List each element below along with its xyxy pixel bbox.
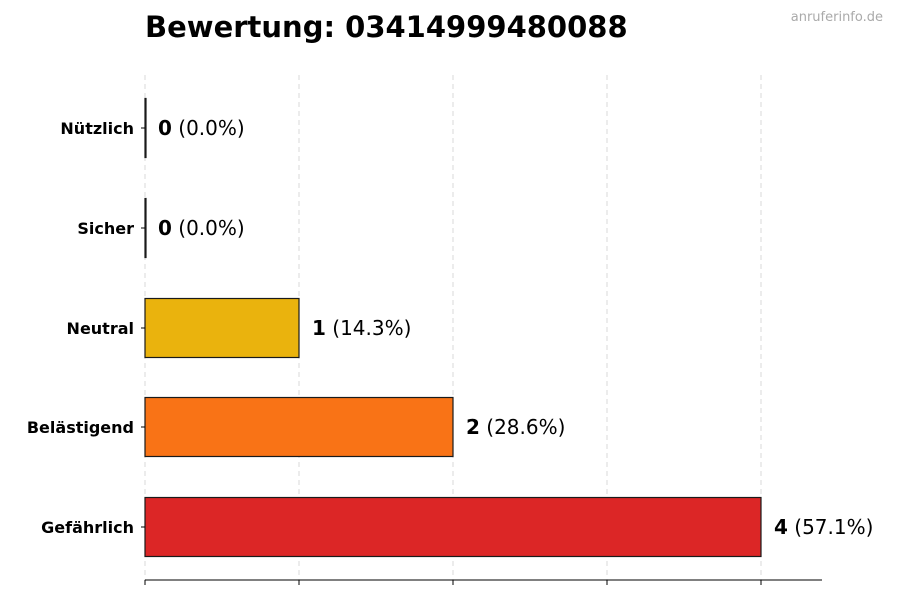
bar [144, 496, 762, 558]
bar [144, 197, 147, 259]
y-axis-label: Nützlich [60, 119, 134, 138]
watermark-text: anruferinfo.de [790, 10, 883, 25]
bar [144, 97, 147, 159]
y-axis-label: Neutral [67, 319, 134, 338]
y-axis-label: Belästigend [27, 418, 134, 437]
chart-title: Bewertung: 03414999480088 [145, 10, 628, 44]
data-label: 4 (57.1%) [774, 515, 873, 539]
data-label: 0 (0.0%) [158, 116, 245, 140]
bar [144, 396, 454, 458]
bar [144, 297, 300, 359]
data-label: 1 (14.3%) [312, 316, 411, 340]
y-axis-label: Sicher [77, 219, 134, 238]
data-label: 0 (0.0%) [158, 216, 245, 240]
y-axis-label: Gefährlich [41, 518, 134, 537]
data-label: 2 (28.6%) [466, 415, 565, 439]
